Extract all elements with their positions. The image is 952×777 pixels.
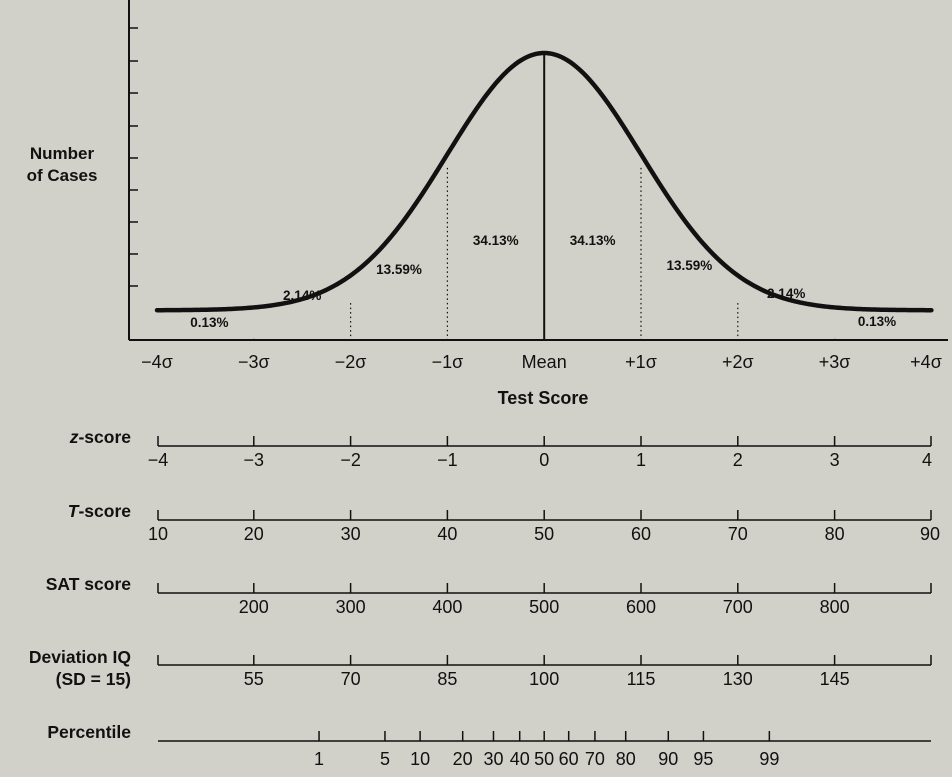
- scale-tick-label: 95: [693, 749, 713, 769]
- scale-tick-label: 3: [830, 450, 840, 470]
- scale-name-italic: z: [69, 427, 79, 447]
- region-percentage-label: 0.13%: [190, 315, 228, 330]
- scale-tick-label: 50: [534, 749, 554, 769]
- scale-tick-label: 500: [529, 597, 559, 617]
- sigma-tick-label: +4σ: [910, 352, 942, 372]
- scale-name: Deviation IQ: [29, 647, 131, 667]
- scale-tick-label: 99: [759, 749, 779, 769]
- region-percentage-label: 2.14%: [767, 286, 805, 301]
- scale-name: Percentile: [47, 722, 131, 742]
- scale-tick-label: 60: [631, 524, 651, 544]
- scale-tick-label: 40: [437, 524, 457, 544]
- scale-tick-label: −4: [148, 450, 169, 470]
- scale-tick-label: 0: [539, 450, 549, 470]
- scale-tick-label: 70: [341, 669, 361, 689]
- scale-tick-label: 60: [559, 749, 579, 769]
- scale-name-second-line: (SD = 15): [56, 669, 131, 689]
- scale-tick-label: 90: [658, 749, 678, 769]
- scale-tick-label: 200: [239, 597, 269, 617]
- scale-name: z-score: [69, 427, 132, 447]
- scale-tick-label: 10: [148, 524, 168, 544]
- scale-tick-label: −1: [437, 450, 458, 470]
- scale-tick-label: 800: [820, 597, 850, 617]
- scale-tick-label: 700: [723, 597, 753, 617]
- y-axis-label: Number: [30, 144, 95, 163]
- region-percentage-label: 34.13%: [570, 233, 616, 248]
- sigma-tick-label: −2σ: [335, 352, 367, 372]
- sigma-tick-label: −4σ: [141, 352, 173, 372]
- sigma-tick-label: Mean: [522, 352, 567, 372]
- scale-tick-label: 1: [314, 749, 324, 769]
- scale-tick-label: 85: [437, 669, 457, 689]
- scale-tick-label: 2: [733, 450, 743, 470]
- region-percentage-label: 2.14%: [283, 288, 321, 303]
- scale-tick-label: 400: [432, 597, 462, 617]
- x-axis-label: Test Score: [498, 388, 589, 408]
- scale-tick-label: 130: [723, 669, 753, 689]
- sigma-tick-label: −3σ: [238, 352, 270, 372]
- scale-tick-label: 90: [920, 524, 940, 544]
- scale-tick-label: 145: [820, 669, 850, 689]
- scale-tick-label: 70: [728, 524, 748, 544]
- scale-tick-label: 80: [616, 749, 636, 769]
- sigma-tick-label: −1σ: [432, 352, 464, 372]
- scale-tick-label: 4: [922, 450, 932, 470]
- scale-name: T-score: [68, 501, 131, 521]
- scale-tick-label: 5: [380, 749, 390, 769]
- scale-tick-label: 115: [627, 669, 656, 689]
- scale-tick-label: 300: [336, 597, 366, 617]
- sigma-tick-label: +1σ: [625, 352, 657, 372]
- scale-tick-label: 1: [636, 450, 646, 470]
- scale-tick-label: 55: [244, 669, 264, 689]
- scale-name-rest: -score: [78, 501, 131, 521]
- scale-tick-label: 20: [244, 524, 264, 544]
- scale-tick-label: 30: [341, 524, 361, 544]
- scale-name: SAT score: [46, 574, 132, 594]
- region-percentage-label: 0.13%: [858, 314, 896, 329]
- scale-tick-label: 50: [534, 524, 554, 544]
- scale-tick-label: −2: [340, 450, 361, 470]
- scale-tick-label: 10: [410, 749, 430, 769]
- scale-tick-label: −3: [244, 450, 265, 470]
- scale-tick-label: 70: [585, 749, 605, 769]
- scale-tick-label: 40: [510, 749, 530, 769]
- region-percentage-label: 13.59%: [376, 262, 422, 277]
- scale-tick-label: 100: [529, 669, 559, 689]
- sigma-tick-label: +3σ: [819, 352, 851, 372]
- scale-tick-label: 600: [626, 597, 656, 617]
- y-axis-label: of Cases: [27, 166, 98, 185]
- scale-tick-label: 30: [483, 749, 503, 769]
- scale-name-rest: -score: [78, 427, 131, 447]
- region-percentage-label: 34.13%: [473, 233, 519, 248]
- scale-tick-label: 20: [453, 749, 473, 769]
- bell-curve: [154, 50, 934, 313]
- sigma-tick-label: +2σ: [722, 352, 754, 372]
- scale-name-italic: T: [68, 501, 80, 521]
- region-percentage-label: 13.59%: [667, 258, 713, 273]
- scale-tick-label: 80: [825, 524, 845, 544]
